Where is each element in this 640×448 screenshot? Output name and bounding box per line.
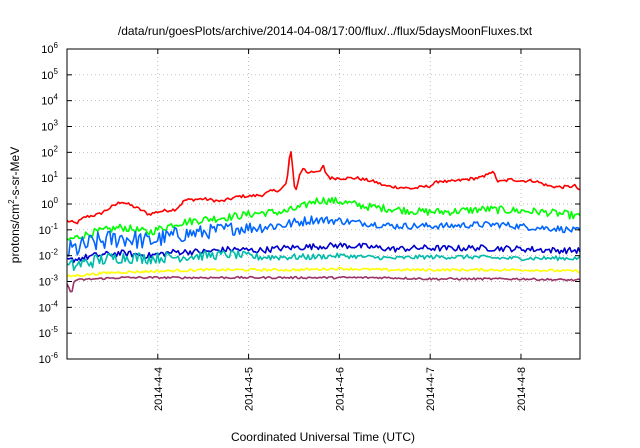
x-axis: 2014-4-4 2014-4-5 2014-4-6 2014-4-7 2014-4-8 [153,49,528,411]
y-tick-label-base: 10 [41,173,53,185]
y-tick-label: 105 [41,67,58,82]
y-tick-label-base: 10 [39,354,51,366]
y-tick-label-base: 10 [39,328,51,340]
y-tick-label: 10-2 [39,248,59,263]
y-tick-label-exp: -5 [51,325,59,334]
y-tick-label: 100 [41,196,58,211]
y-tick-label-base: 10 [41,70,53,82]
y-tick-label-base: 10 [39,251,51,263]
x-tick-label: 2014-4-4 [153,367,165,411]
y-tick-label: 101 [41,170,58,185]
x-tick-label: 2014-4-6 [334,367,346,411]
y-tick-label: 106 [41,41,58,56]
y-tick-label-base: 10 [41,199,53,211]
x-tick-label: 2014-4-8 [516,367,528,411]
series-line-4 [66,242,581,264]
series-line-5 [66,249,581,271]
y-tick-label: 10-6 [39,351,59,366]
y-tick-label-exp: 3 [54,119,59,128]
series-line-6 [66,266,581,278]
y-axis-label-rest: -s-sr-MeV [8,147,22,200]
y-tick-label: 104 [41,93,58,108]
y-axis: 10-610-510-410-310-210-11001011021031041… [39,41,580,366]
y-tick-label: 10-1 [39,222,59,237]
x-tick-label: 2014-4-7 [425,367,437,411]
y-axis-label-sup: 2 [7,199,16,204]
y-tick-label: 102 [41,144,58,159]
y-tick-label-base: 10 [41,122,53,134]
chart-title: /data/run/goesPlots/archive/2014-04-08/1… [118,24,533,38]
y-tick-label-base: 10 [39,302,51,314]
series-line-3 [66,215,581,257]
y-tick-label-exp: 6 [54,41,59,50]
y-tick-label-exp: 1 [54,170,59,179]
x-axis-label: Coordinated Universal Time (UTC) [231,430,415,444]
y-axis-label: protons/cm2-s-sr-MeV [7,147,22,263]
y-tick-label-exp: 5 [54,67,59,76]
series-line-7 [66,275,581,293]
x-tick-label: 2014-4-5 [244,367,256,411]
y-tick-label: 103 [41,119,58,134]
y-tick-label-exp: 0 [54,196,59,205]
y-tick-label-base: 10 [41,96,53,108]
series-line-1 [66,151,581,225]
y-tick-label: 10-5 [39,325,59,340]
y-tick-label-exp: 4 [54,93,59,102]
series-line-2 [66,196,581,241]
series-group [66,151,581,293]
y-tick-label-base: 10 [41,147,53,159]
y-tick-label-exp: 2 [54,144,59,153]
y-tick-label-exp: -4 [51,299,59,308]
y-tick-label-exp: -6 [51,351,59,360]
y-tick-label-exp: -3 [51,274,59,283]
y-tick-label: 10-3 [39,274,59,289]
grid [67,49,580,359]
y-tick-label-exp: -1 [51,222,59,231]
y-tick-label-base: 10 [41,44,53,56]
y-axis-label-main: protons/cm [8,204,22,263]
y-tick-label-base: 10 [39,225,51,237]
y-tick-label-exp: -2 [51,248,59,257]
y-tick-label-base: 10 [39,277,51,289]
y-tick-label: 10-4 [39,299,59,314]
